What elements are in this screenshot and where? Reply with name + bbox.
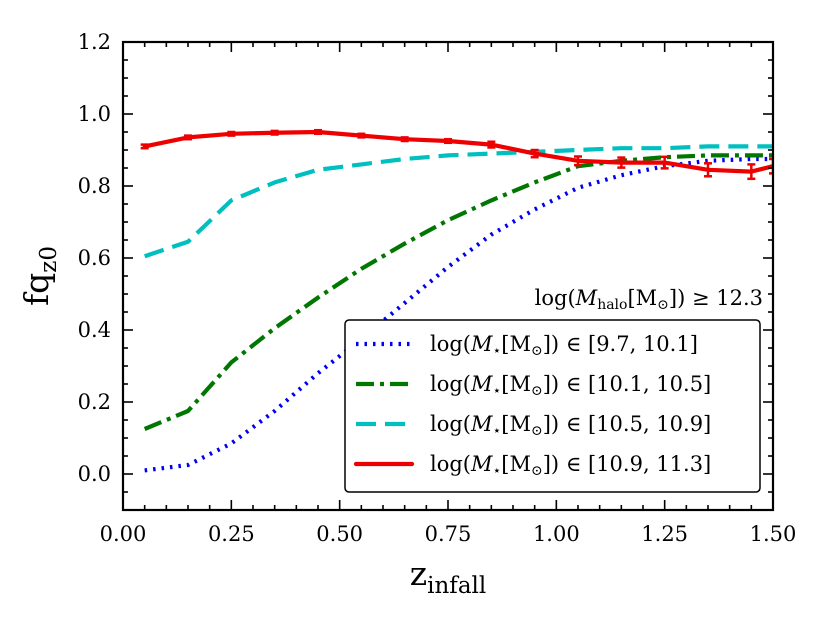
y-axis-label: fqz0 [17, 246, 62, 306]
legend-label-4: log(M⋆[M⊙]) ∈ [10.9, 11.3] [430, 452, 711, 479]
x-tick-label: 1.50 [750, 522, 797, 546]
tick-layer [122, 41, 774, 511]
y-tick-label: 1.2 [78, 30, 111, 54]
legend-label-3: log(M⋆[M⊙]) ∈ [10.5, 10.9] [430, 412, 711, 439]
x-tick-label: 1.00 [533, 522, 580, 546]
x-tick-label: 0.50 [316, 522, 363, 546]
x-tick-label: 0.25 [208, 522, 255, 546]
y-tick-label: 0.8 [78, 174, 111, 198]
series-line-2 [143, 153, 773, 431]
series-line-1 [144, 156, 773, 473]
legend-label-1: log(M⋆[M⊙]) ∈ [9.7, 10.1] [430, 332, 698, 359]
x-tick-label: 0.00 [100, 522, 147, 546]
halo-mass-annotation: log(Mhalo[M⊙]) ≥ 12.3 [535, 286, 763, 313]
y-tick-label: 0.4 [78, 318, 111, 342]
label-layer: 0.00 0.25 0.50 0.75 1.00 1.25 1.50 0.0 0.2 0.4 0.6… [17, 30, 796, 599]
x-tick-label: 1.25 [641, 522, 688, 546]
y-tick-label: 0.6 [78, 246, 111, 270]
series-line-3 [144, 144, 773, 259]
x-axis-label: zinfall [410, 554, 487, 599]
legend-label-2: log(M⋆[M⊙]) ∈ [10.1, 10.5] [430, 372, 711, 399]
y-tick-label: 0.0 [78, 462, 111, 486]
y-tick-label: 0.2 [78, 390, 111, 414]
legend: log(Mhalo[M⊙]) ≥ 12.3 log(M⋆[M⊙]) ∈ [9.7,… [344, 286, 763, 493]
series-layer [140, 128, 773, 473]
legend-box [344, 319, 761, 493]
y-tick-label: 1.0 [78, 102, 111, 126]
x-tick-label: 0.75 [425, 522, 472, 546]
series-line-4 [142, 129, 773, 174]
